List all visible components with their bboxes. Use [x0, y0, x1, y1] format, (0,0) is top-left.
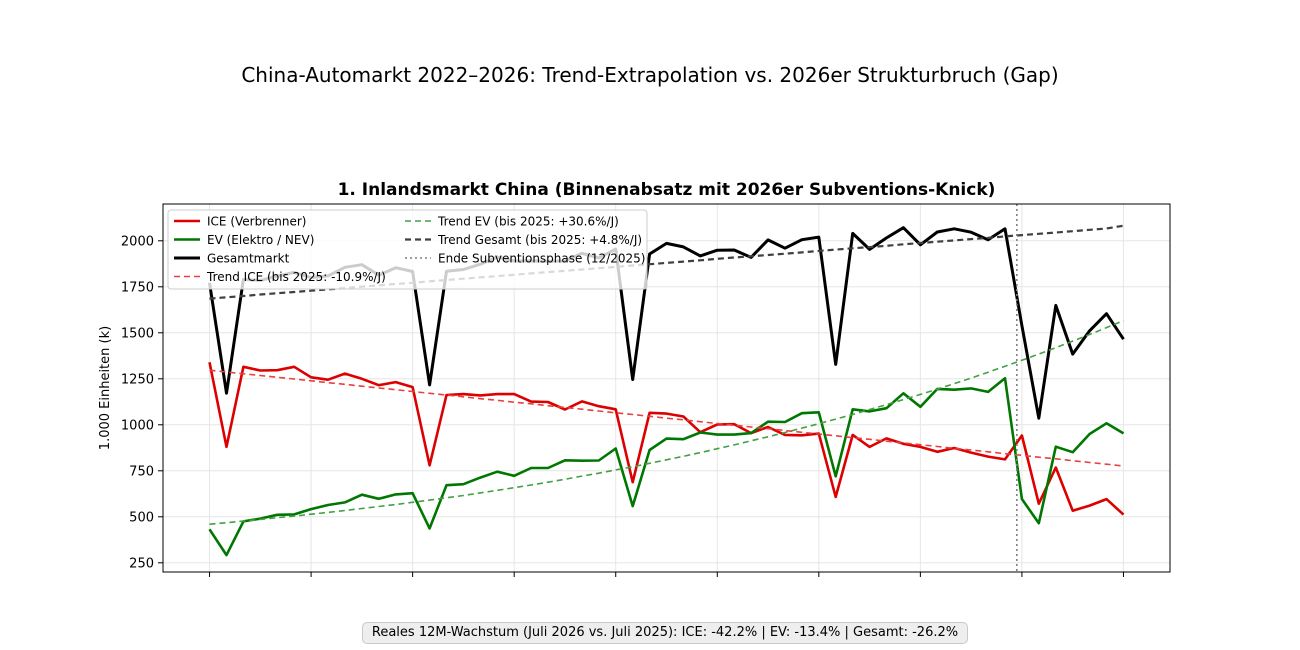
legend-label: Ende Subventionsphase (12/2025) [438, 252, 645, 266]
series-line [209, 369, 1124, 467]
chart-title: 1. Inlandsmarkt China (Binnenabsatz mit … [338, 180, 996, 200]
series-line [208, 376, 1125, 557]
y-tick-label: 2000 [121, 234, 154, 249]
y-tick-label: 750 [129, 464, 154, 479]
legend-frame [167, 209, 648, 290]
series-line [209, 319, 1124, 525]
legend-label: Trend Gesamt (bis 2025: +4.8%/J) [437, 233, 642, 247]
legend-label: EV (Elektro / NEV) [207, 233, 314, 247]
legend-label: Gesamtmarkt [207, 252, 290, 266]
y-tick-label: 1000 [121, 418, 154, 433]
y-tick-label: 1500 [121, 326, 154, 341]
series-line [208, 361, 1125, 516]
figure-suptitle: China-Automarkt 2022–2026: Trend-Extrapo… [241, 63, 1059, 87]
legend-label: Trend EV (bis 2025: +30.6%/J) [437, 215, 619, 229]
y-tick-label: 500 [129, 510, 154, 525]
y-tick-label: 1250 [121, 372, 154, 387]
legend-label: Trend ICE (bis 2025: -10.9%/J) [206, 270, 386, 284]
y-axis-label: 1.000 Einheiten (k) [98, 326, 113, 450]
growth-summary-box: Reales 12M-Wachstum (Juli 2026 vs. Juli … [362, 622, 968, 644]
legend-label: ICE (Verbrenner) [207, 215, 306, 229]
y-tick-label: 1750 [121, 280, 154, 295]
y-tick-label: 250 [129, 556, 154, 571]
plot-frame [162, 203, 1171, 573]
axes: 250 500 750 1000 1250 1500 1750 2000 [121, 234, 1124, 577]
legend: ICE (Verbrenner) EV (Elektro / NEV) Gesamt… [167, 209, 648, 290]
